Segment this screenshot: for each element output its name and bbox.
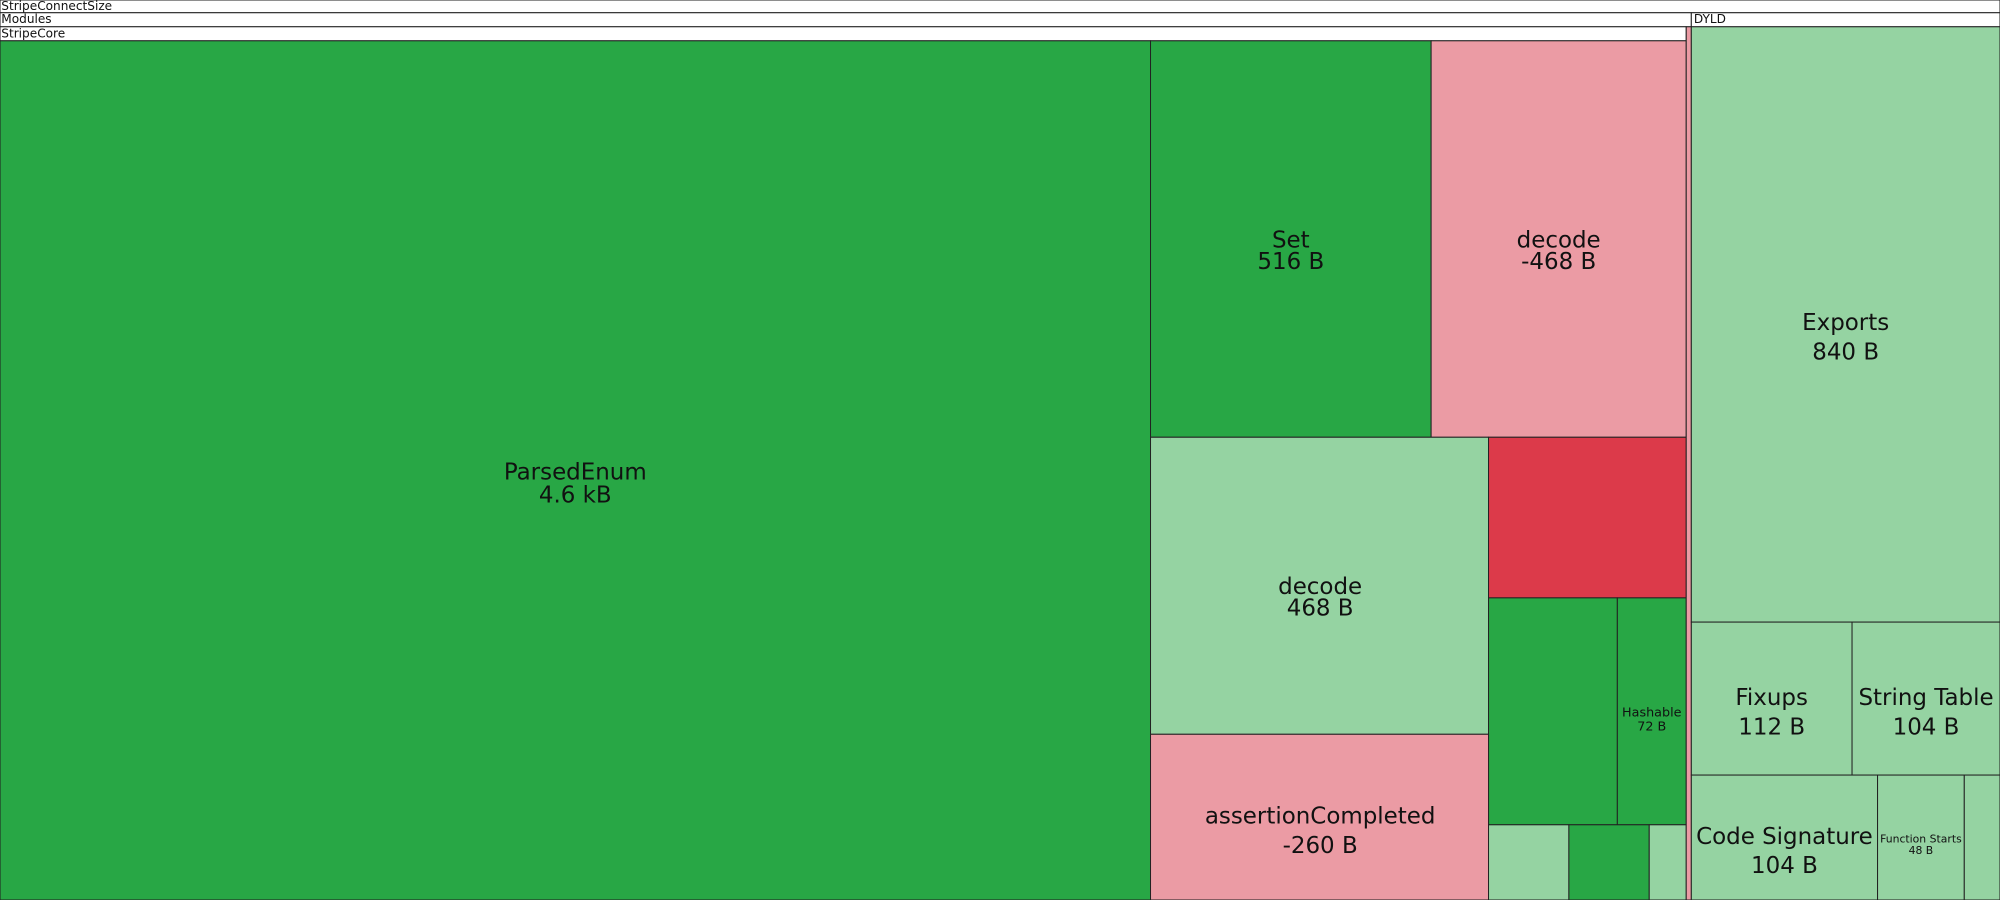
node-name: assertionCompleted: [1205, 804, 1436, 830]
node[interactable]: [1963, 774, 2000, 900]
node[interactable]: [1685, 26, 1692, 900]
node[interactable]: [1150, 733, 1490, 900]
modules-label: Modules: [1, 12, 51, 26]
node[interactable]: [1430, 40, 1687, 438]
root-header: [0, 0, 2000, 14]
node-name: Fixups: [1735, 685, 1808, 711]
node-size: 72 B: [1637, 719, 1666, 734]
node-name: Code Signature: [1696, 824, 1873, 850]
stripecore-label: StripeCore: [1, 26, 65, 40]
node-name: ParsedEnum: [504, 459, 647, 485]
node-name: String Table: [1858, 685, 1993, 711]
node-size: 4.6 kB: [539, 482, 612, 508]
node-name: Set: [1272, 227, 1310, 253]
node[interactable]: [1616, 597, 1687, 826]
node-size: -260 B: [1283, 833, 1358, 859]
node-size: 48 B: [1909, 844, 1934, 857]
node-name: Exports: [1802, 310, 1889, 336]
dyld-header: [1690, 12, 2000, 28]
node[interactable]: [0, 40, 1152, 900]
node[interactable]: [1150, 40, 1432, 438]
node[interactable]: [1150, 436, 1490, 735]
node[interactable]: [1488, 824, 1570, 900]
node[interactable]: [1690, 621, 1853, 776]
node-size: 468 B: [1287, 596, 1354, 622]
node-size: -468 B: [1521, 249, 1596, 275]
stripecore-header: [0, 26, 1687, 42]
node-size: 840 B: [1812, 339, 1879, 365]
node-name: Function Starts: [1880, 833, 1962, 846]
node[interactable]: [1648, 824, 1687, 900]
node-name: decode: [1278, 574, 1362, 600]
node[interactable]: [1690, 26, 2000, 623]
node[interactable]: [1488, 436, 1687, 599]
modules-header: [0, 12, 1692, 28]
node-name: decode: [1517, 227, 1601, 253]
node-size: 516 B: [1257, 249, 1324, 275]
node-name: Hashable: [1622, 705, 1682, 720]
node[interactable]: [1690, 774, 1879, 900]
node[interactable]: [1488, 597, 1618, 826]
root-label: StripeConnectSize: [1, 0, 112, 13]
dyld-label: DYLD: [1694, 12, 1726, 26]
node-size: 112 B: [1738, 714, 1805, 740]
node[interactable]: [1568, 824, 1650, 900]
node[interactable]: [1851, 621, 2000, 776]
node-size: 104 B: [1751, 853, 1818, 879]
node-size: 104 B: [1893, 714, 1960, 740]
